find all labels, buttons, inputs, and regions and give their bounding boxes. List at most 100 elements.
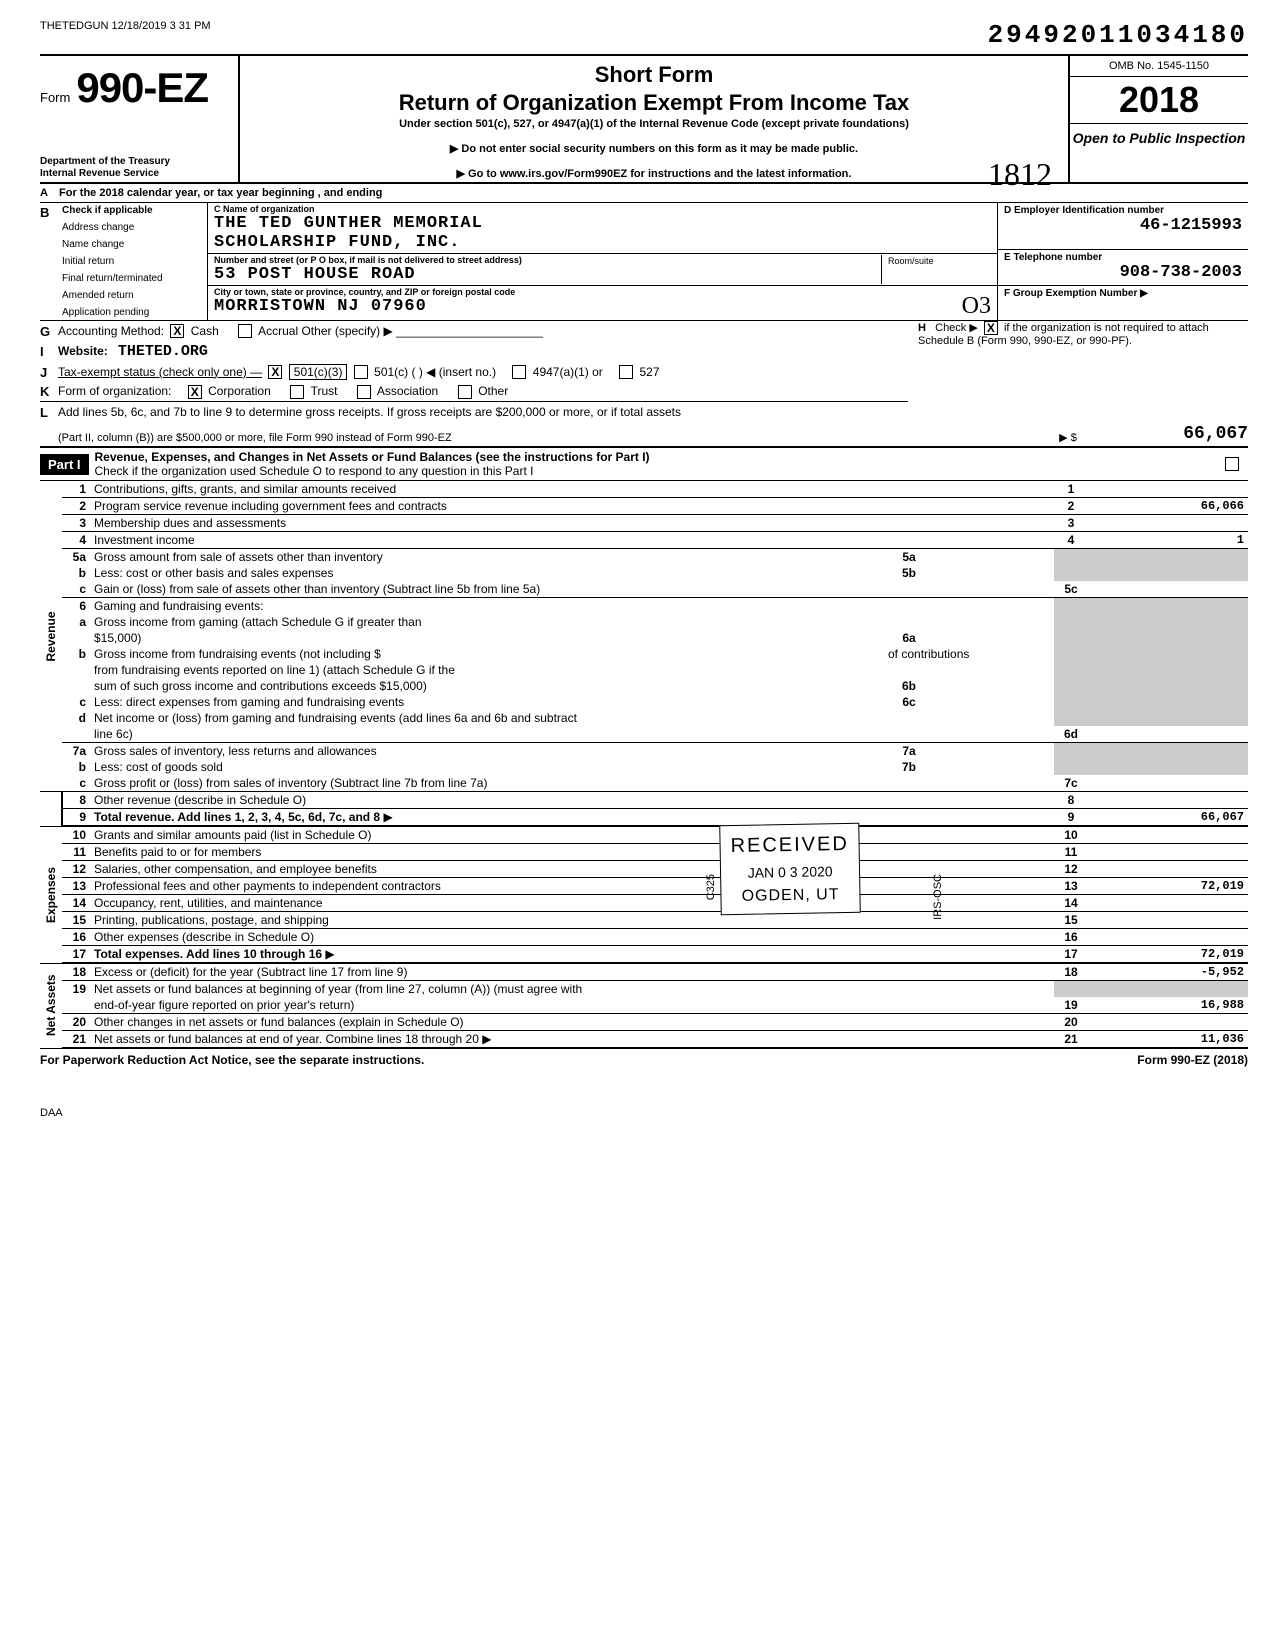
line-5b-text: Less: cost or other basis and sales expe… — [90, 565, 884, 581]
line-12-amt — [1088, 861, 1248, 878]
line-15-no: 15 — [62, 912, 90, 929]
check-final-return[interactable]: Final return/terminated — [62, 273, 203, 284]
form-number: 990-EZ — [76, 64, 208, 112]
subtitle: Under section 501(c), 527, or 4947(a)(1)… — [250, 118, 1058, 130]
line-12-numcol: 12 — [1054, 861, 1088, 878]
line-8-no: 8 — [62, 792, 90, 809]
shaded-6a-1 — [1054, 614, 1088, 630]
label-ein: D Employer Identification number — [1004, 205, 1242, 216]
check-amended-return[interactable]: Amended return — [62, 290, 203, 301]
row-H: H Check ▶ if the organization is not req… — [908, 321, 1248, 347]
header-center: Short Form Return of Organization Exempt… — [240, 56, 1068, 182]
checkbox-other-org[interactable] — [458, 385, 472, 399]
line-3-text: Membership dues and assessments — [90, 515, 1054, 532]
row-J: J Tax-exempt status (check only one) — 5… — [40, 362, 908, 382]
checkbox-501c3[interactable] — [268, 365, 282, 379]
line-7c-numcol: 7c — [1054, 775, 1088, 792]
checkbox-corporation[interactable] — [188, 385, 202, 399]
line-3-numcol: 3 — [1054, 515, 1088, 532]
checkbox-schedule-b-not-required[interactable] — [984, 321, 998, 335]
line-17-no: 17 — [62, 946, 90, 964]
checkbox-501c[interactable] — [354, 365, 368, 379]
check-name-change[interactable]: Name change — [62, 239, 203, 250]
line-7b-mid: 7b — [884, 759, 934, 775]
side-label-expenses: Expenses — [40, 826, 62, 963]
line-16-numcol: 16 — [1054, 929, 1088, 946]
line-14-no: 14 — [62, 895, 90, 912]
line-14-numcol: 14 — [1054, 895, 1088, 912]
line-5c-amt — [1088, 581, 1248, 598]
footer-left: For Paperwork Reduction Act Notice, see … — [40, 1053, 424, 1067]
501c-label: 501(c) ( ) ◀ (insert no.) — [374, 365, 496, 379]
handwritten-code: 1812 — [988, 156, 1052, 193]
letter-B: B — [40, 203, 58, 320]
checkbox-527[interactable] — [619, 365, 633, 379]
line-6b-midval — [934, 678, 1054, 694]
line-19-numcol: 19 — [1054, 997, 1088, 1014]
line-6-text: Gaming and fundraising events: — [90, 598, 1054, 615]
line-6b-l1r: of contributions — [884, 646, 1054, 662]
line-7b-midval — [934, 759, 1054, 775]
cash-label: Cash — [191, 324, 219, 338]
dept-line1: Department of the Treasury — [40, 156, 234, 168]
title-short-form: Short Form — [250, 62, 1058, 88]
row-A-text: For the 2018 calendar year, or tax year … — [59, 187, 382, 199]
label-group-exemption: F Group Exemption Number ▶ — [1004, 288, 1242, 299]
line-17-amt: 72,019 — [1088, 946, 1248, 964]
shaded-5a-amt — [1088, 549, 1248, 566]
row-L-arrow: ▶ $ — [1048, 431, 1088, 444]
checkbox-schedule-o-part1[interactable] — [1225, 457, 1239, 471]
line-6d-no: d — [62, 710, 90, 726]
check-header: Check if applicable — [62, 205, 203, 216]
website-value: THETED.ORG — [118, 343, 208, 360]
line-20-numcol: 20 — [1054, 1014, 1088, 1031]
org-name-1: THE TED GUNTHER MEMORIAL — [214, 214, 991, 233]
line-7c-amt — [1088, 775, 1248, 792]
line-16-no: 16 — [62, 929, 90, 946]
line-7a-text: Gross sales of inventory, less returns a… — [90, 743, 884, 760]
line-6d-numcol: 6d — [1054, 726, 1088, 743]
row-L-line1: L Add lines 5b, 6c, and 7b to line 9 to … — [40, 402, 1248, 422]
stamp-ogden: OGDEN, UT — [731, 882, 850, 910]
form-org-label: Form of organization: — [58, 384, 171, 398]
line-21-no: 21 — [62, 1031, 90, 1049]
line-8-numcol: 8 — [1054, 792, 1088, 809]
check-initial-return[interactable]: Initial return — [62, 256, 203, 267]
check-application-pending[interactable]: Application pending — [62, 307, 203, 318]
street-address: 53 POST HOUSE ROAD — [214, 265, 881, 284]
other-org-label: Other — [478, 384, 508, 398]
line-13-amt: 72,019 — [1088, 878, 1248, 895]
line-6d-l1: Net income or (loss) from gaming and fun… — [90, 710, 1054, 726]
checkbox-trust[interactable] — [290, 385, 304, 399]
treasury-dept: Department of the Treasury Internal Reve… — [40, 156, 234, 180]
527-label: 527 — [639, 365, 659, 379]
line-4-no: 4 — [62, 532, 90, 549]
checkbox-cash[interactable] — [170, 324, 184, 338]
line-1-no: 1 — [62, 481, 90, 498]
check-if-applicable: Check if applicable Address change Name … — [58, 203, 208, 320]
line-5a-mid: 5a — [884, 549, 934, 566]
line-6b-no: b — [62, 646, 90, 662]
line-7a-midval — [934, 743, 1054, 760]
trust-label: Trust — [311, 384, 338, 398]
row-L-amount: 66,067 — [1088, 424, 1248, 444]
line-6a-text-l2: $15,000) — [90, 630, 884, 646]
warning-ssn: Do not enter social security numbers on … — [250, 142, 1058, 155]
omb-number: OMB No. 1545-1150 — [1070, 56, 1248, 77]
line-14-amt — [1088, 895, 1248, 912]
line-18-amt: -5,952 — [1088, 963, 1248, 981]
checkbox-accrual[interactable] — [238, 324, 252, 338]
check-address-change[interactable]: Address change — [62, 222, 203, 233]
section-B-through-F: B Check if applicable Address change Nam… — [40, 203, 1248, 321]
checkbox-association[interactable] — [357, 385, 371, 399]
dept-line2: Internal Revenue Service — [40, 168, 234, 180]
checkbox-4947[interactable] — [512, 365, 526, 379]
line-19-no: 19 — [62, 981, 90, 998]
part-I-title: Revenue, Expenses, and Changes in Net As… — [95, 450, 1222, 464]
part-I-label: Part I — [40, 454, 89, 475]
line-2-amt: 66,066 — [1088, 498, 1248, 515]
line-21-text: Net assets or fund balances at end of ye… — [94, 1032, 479, 1046]
line-6c-no: c — [62, 694, 90, 710]
line-11-amt — [1088, 844, 1248, 861]
line-13-no: 13 — [62, 878, 90, 895]
